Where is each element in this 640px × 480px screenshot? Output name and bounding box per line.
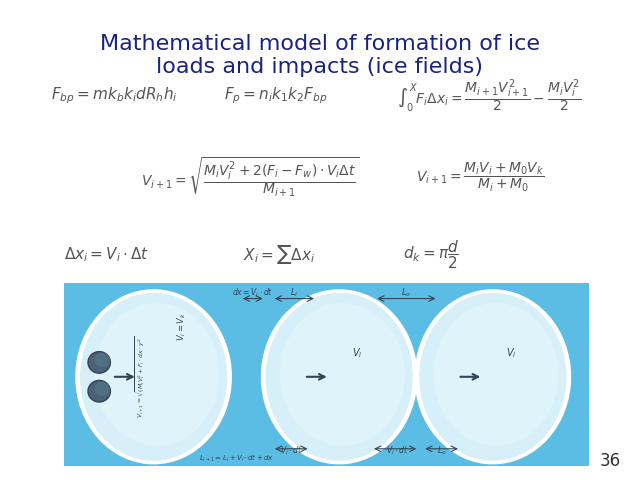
Ellipse shape xyxy=(266,293,413,461)
Text: $F_p = n_i k_1 k_2 F_{bp}$: $F_p = n_i k_1 k_2 F_{bp}$ xyxy=(224,86,328,106)
Ellipse shape xyxy=(280,303,405,446)
Text: $X_i = \sum \Delta x_i$: $X_i = \sum \Delta x_i$ xyxy=(243,243,316,266)
Ellipse shape xyxy=(80,293,227,461)
FancyBboxPatch shape xyxy=(64,283,589,466)
Ellipse shape xyxy=(88,351,111,373)
Text: $V_i$: $V_i$ xyxy=(352,346,362,360)
Text: $V_{i+1} = \sqrt{(M_i V_i^2 + F_{i} \cdot d x \cdot y^2}$: $V_{i+1} = \sqrt{(M_i V_i^2 + F_{i} \cdo… xyxy=(134,336,148,418)
Ellipse shape xyxy=(261,289,418,465)
Text: $V_i \cdot dt$: $V_i \cdot dt$ xyxy=(280,444,303,457)
Ellipse shape xyxy=(415,289,572,465)
Text: $L_o$: $L_o$ xyxy=(401,286,412,299)
Text: $L_{i+1} = L_i + V_i \cdot dt + dx$: $L_{i+1} = L_i + V_i \cdot dt + dx$ xyxy=(199,453,275,464)
Ellipse shape xyxy=(76,289,232,465)
Text: $V_i \cdot dt$: $V_i \cdot dt$ xyxy=(385,444,408,457)
Text: $d_k = \pi \dfrac{d}{2}$: $d_k = \pi \dfrac{d}{2}$ xyxy=(403,238,459,271)
Text: $V_i = V_k$: $V_i = V_k$ xyxy=(176,312,189,341)
Text: $F_{bp} = mk_b k_i dR_h h_i$: $F_{bp} = mk_b k_i dR_h h_i$ xyxy=(51,86,178,106)
Text: $dx=V_i \cdot dt$: $dx=V_i \cdot dt$ xyxy=(232,286,273,299)
Ellipse shape xyxy=(433,303,559,446)
Text: 36: 36 xyxy=(600,452,621,470)
Ellipse shape xyxy=(95,353,111,367)
Text: $L_o$: $L_o$ xyxy=(436,444,447,457)
Text: $\Delta x_i = V_i \cdot \Delta t$: $\Delta x_i = V_i \cdot \Delta t$ xyxy=(64,245,149,264)
Text: $V_i$: $V_i$ xyxy=(506,346,516,360)
Ellipse shape xyxy=(95,382,111,396)
Text: $L_i$: $L_i$ xyxy=(291,286,298,299)
Text: Mathematical model of formation of ice
loads and impacts (ice fields): Mathematical model of formation of ice l… xyxy=(100,34,540,77)
Text: $V_{i+1} = \sqrt{\dfrac{M_i V_i^2 + 2(F_i - F_w) \cdot V_i \Delta t}{M_{i+1}}}$: $V_{i+1} = \sqrt{\dfrac{M_i V_i^2 + 2(F_… xyxy=(141,156,359,199)
Ellipse shape xyxy=(88,380,111,402)
Ellipse shape xyxy=(419,293,566,461)
Text: $\int_0^{X} F_i \Delta x_i = \dfrac{M_{i+1}V_{i+1}^2}{2} - \dfrac{M_i V_i^2}{2}$: $\int_0^{X} F_i \Delta x_i = \dfrac{M_{i… xyxy=(397,77,581,115)
Text: $V_{i+1} = \dfrac{M_i V_i + M_0 V_k}{M_i + M_0}$: $V_{i+1} = \dfrac{M_i V_i + M_0 V_k}{M_i… xyxy=(416,161,545,194)
Ellipse shape xyxy=(94,303,220,446)
